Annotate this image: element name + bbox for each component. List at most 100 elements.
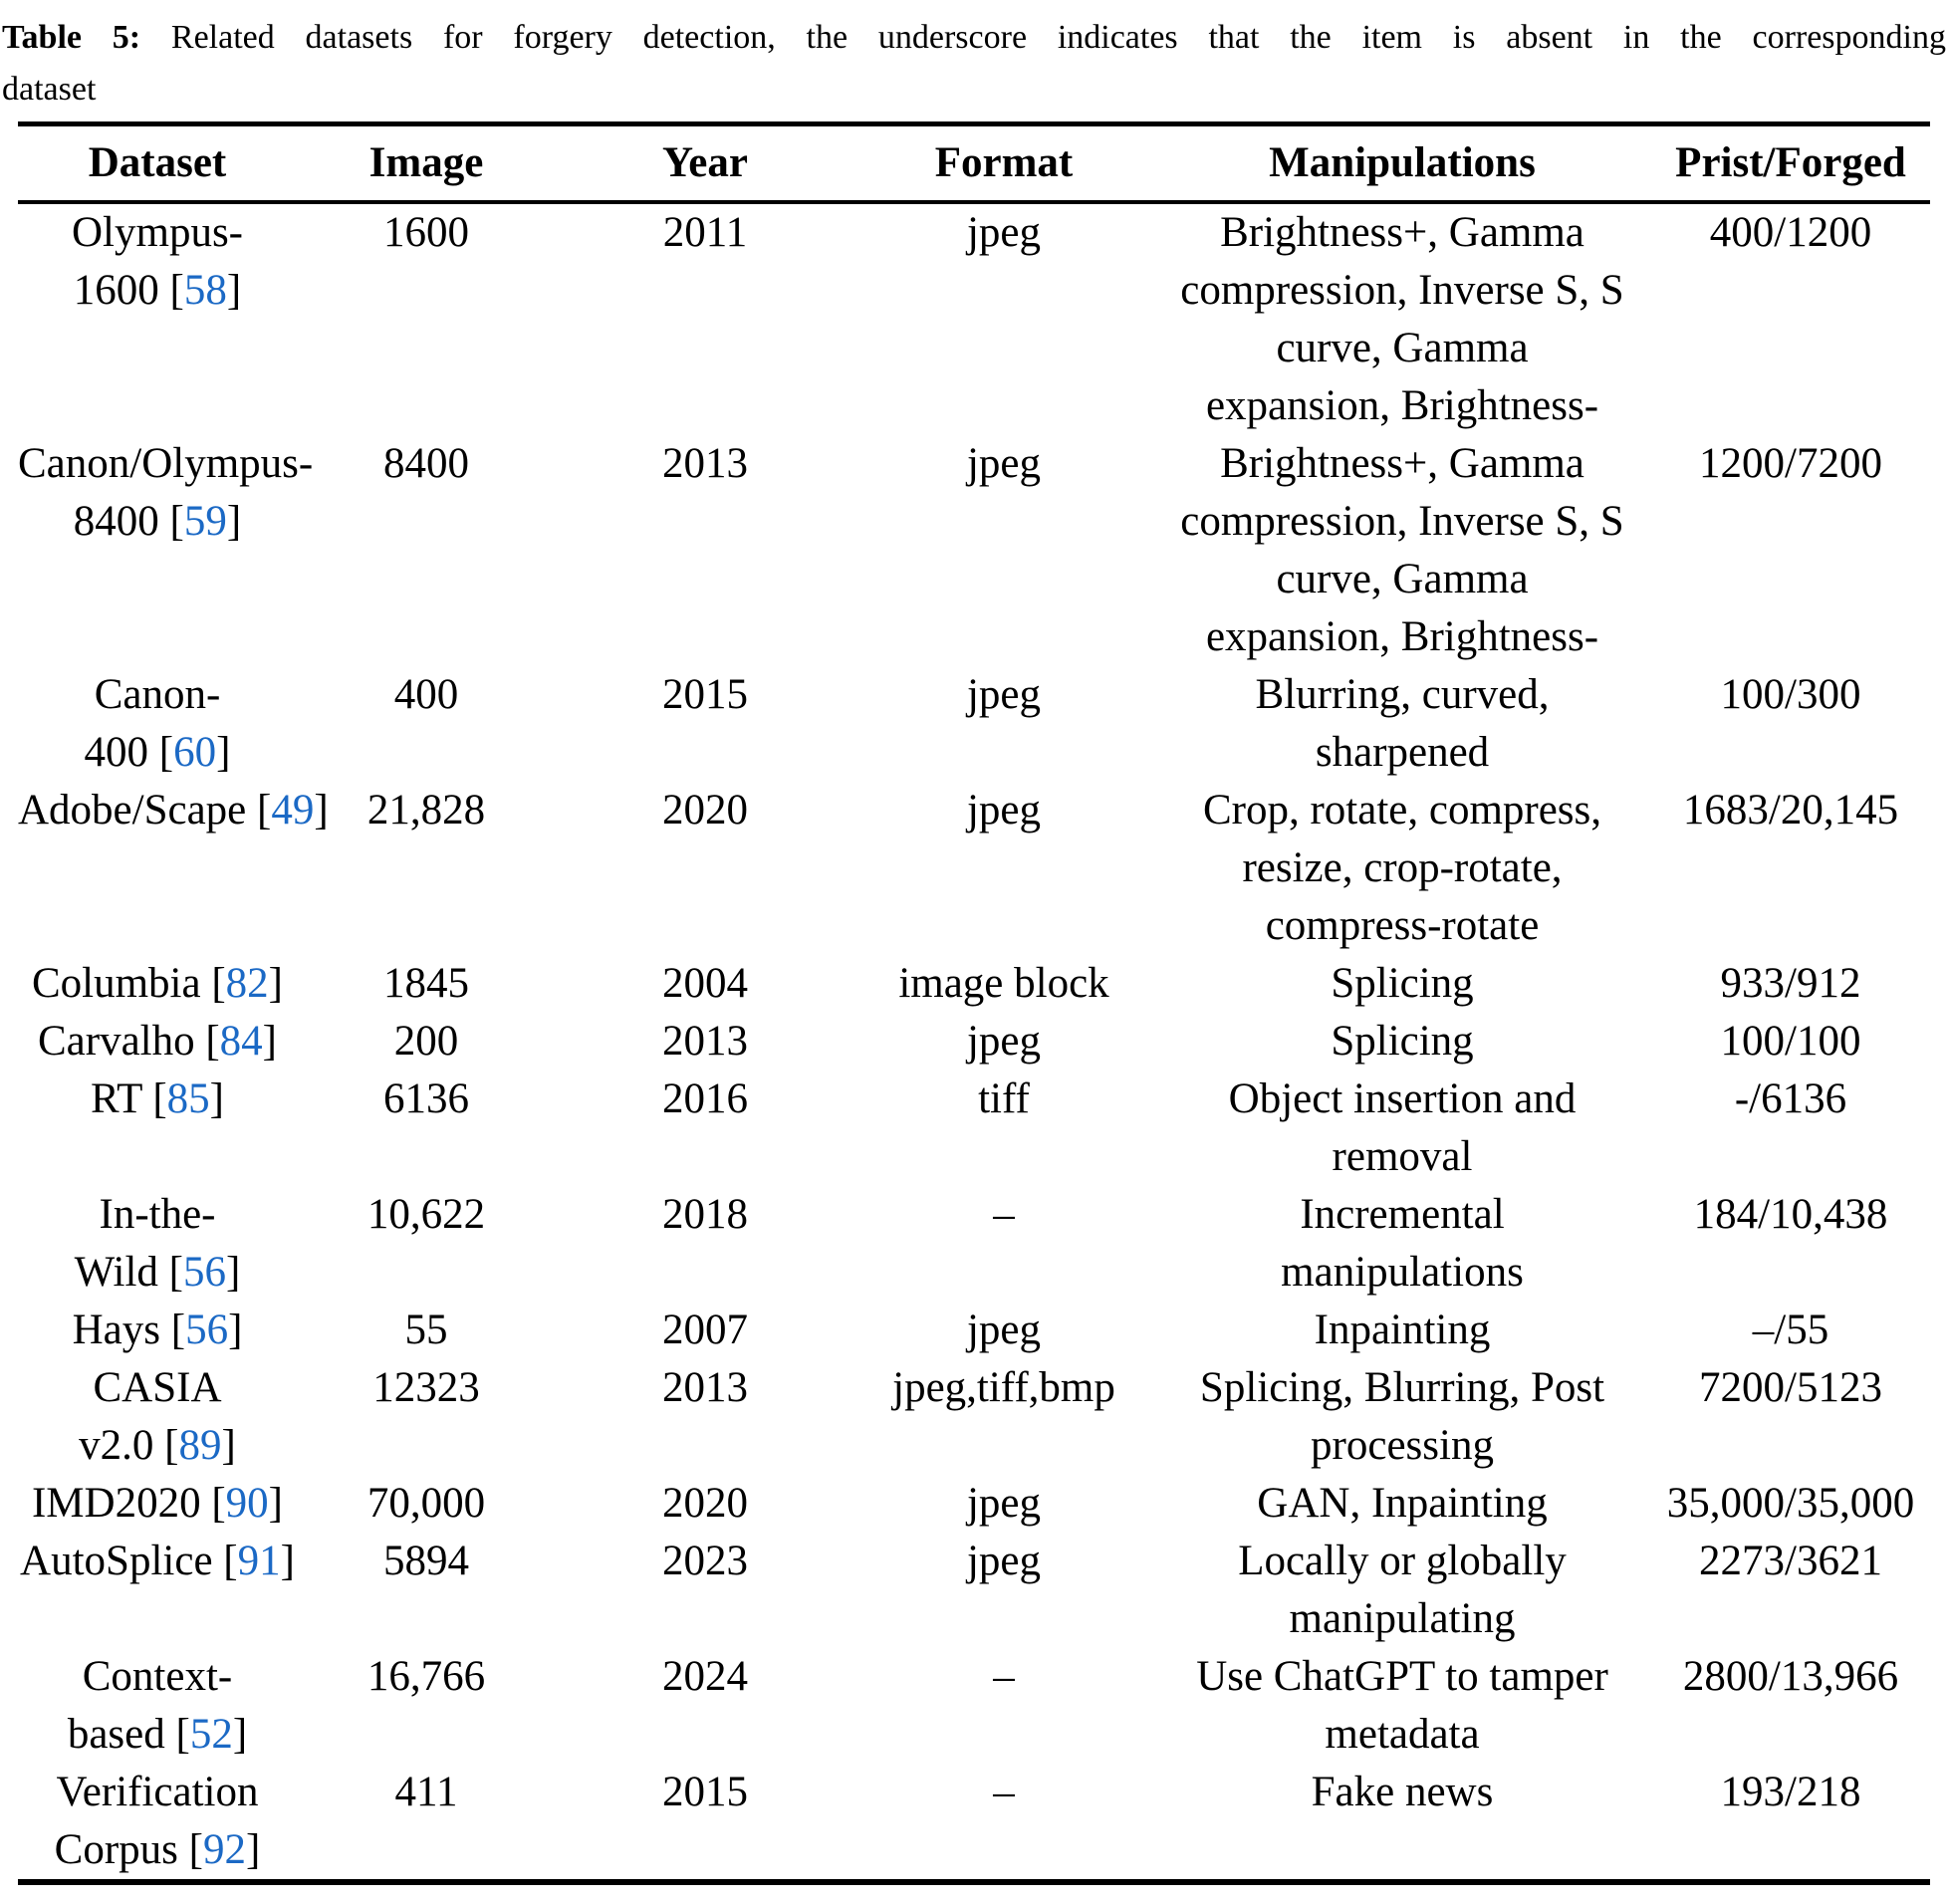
column-header-manipulations: Manipulations: [1269, 139, 1536, 186]
dataset-name: CASIA v2.0 [: [79, 1364, 222, 1469]
table-row: Columbia [82] 1845 2004 image block Spli…: [18, 955, 1930, 1013]
image-count-cell: 400: [393, 671, 459, 718]
format-cell: jpeg: [966, 1538, 1042, 1584]
image-count-cell: 12323: [372, 1364, 480, 1411]
table-body: Olympus- 1600 [58] 1600 2011 jpeg Bright…: [18, 204, 1930, 1879]
table-row: CASIA v2.0 [89] 12323 2013 jpeg,tiff,bmp…: [18, 1359, 1930, 1475]
dataset-name: Carvalho [: [37, 1018, 220, 1065]
caption-line-1: Table 5: Related datasets for forgery de…: [2, 12, 1946, 64]
table-row: Context- based [52] 16,766 2024 – Use Ch…: [18, 1648, 1930, 1764]
dataset-cell: Verification Corpus [92]: [18, 1764, 297, 1879]
year-cell: 2013: [662, 1364, 748, 1411]
year-cell: 2024: [662, 1653, 748, 1700]
citation-link[interactable]: 85: [166, 1075, 210, 1122]
table-row: Adobe/Scape [49] 21,828 2020 jpeg Crop, …: [18, 782, 1930, 955]
format-cell: tiff: [978, 1075, 1030, 1122]
citation-link[interactable]: 56: [183, 1249, 226, 1296]
format-cell: –: [993, 1191, 1015, 1238]
citation-bracket: ]: [209, 1075, 224, 1122]
year-cell: 2016: [662, 1075, 748, 1122]
citation-link[interactable]: 58: [183, 267, 227, 314]
dataset-name: In-the- Wild [: [74, 1191, 216, 1296]
manipulations-cell: Incremental manipulations: [1281, 1191, 1524, 1296]
image-count-cell: 21,828: [366, 787, 486, 833]
dataset-name: IMD2020 [: [31, 1480, 226, 1527]
year-cell: 2004: [662, 960, 748, 1007]
format-cell: jpeg: [966, 787, 1042, 833]
table-caption: Table 5: Related datasets for forgery de…: [2, 12, 1946, 116]
prist-forged-cell: -/6136: [1734, 1075, 1847, 1122]
citation-bracket: ]: [245, 1826, 261, 1873]
citation-bracket: ]: [226, 1249, 241, 1296]
table-header-row: Dataset Image Year Format Manipulations …: [18, 126, 1930, 204]
citation-bracket: ]: [226, 267, 242, 314]
year-cell: 2018: [662, 1191, 748, 1238]
dataset-cell: Canon/Olympus- 8400 [59]: [18, 435, 313, 666]
citation-bracket: ]: [226, 498, 242, 545]
dataset-name: Hays [: [72, 1307, 186, 1353]
image-count-cell: 6136: [383, 1075, 469, 1122]
manipulations-cell: GAN, Inpainting: [1257, 1480, 1548, 1527]
column-header-dataset: Dataset: [88, 139, 227, 186]
citation-link[interactable]: 60: [173, 729, 217, 776]
table-row: Canon- 400 [60] 400 2015 jpeg Blurring, …: [18, 666, 1930, 782]
citation-link[interactable]: 89: [178, 1422, 222, 1469]
table-row: In-the- Wild [56] 10,622 2018 – Incremen…: [18, 1186, 1930, 1302]
prist-forged-cell: 1683/20,145: [1682, 787, 1899, 833]
table-row: Hays [56] 55 2007 jpeg Inpainting –/55: [18, 1302, 1930, 1359]
image-count-cell: 70,000: [366, 1480, 486, 1527]
year-cell: 2020: [662, 1480, 748, 1527]
citation-bracket: ]: [280, 1538, 295, 1584]
format-cell: jpeg,tiff,bmp: [892, 1364, 1115, 1411]
citation-bracket: ]: [232, 1711, 248, 1758]
dataset-name: Adobe/Scape [: [18, 787, 272, 833]
format-cell: jpeg: [966, 1480, 1042, 1527]
citation-link[interactable]: 84: [219, 1018, 263, 1065]
year-cell: 2013: [662, 440, 748, 487]
prist-forged-cell: 35,000/35,000: [1666, 1480, 1915, 1527]
format-cell: jpeg: [966, 1018, 1042, 1065]
image-count-cell: 1845: [383, 960, 469, 1007]
column-header-image: Image: [368, 139, 484, 186]
prist-forged-cell: 7200/5123: [1699, 1364, 1882, 1411]
format-cell: jpeg: [966, 209, 1042, 256]
citation-link[interactable]: 56: [185, 1307, 229, 1353]
year-cell: 2015: [662, 671, 748, 718]
table-row: AutoSplice [91] 5894 2023 jpeg Locally o…: [18, 1533, 1930, 1648]
year-cell: 2011: [662, 209, 748, 256]
dataset-name: Context- based [: [67, 1653, 233, 1758]
manipulations-cell: Brightness+, Gamma compression, Inverse …: [1180, 440, 1624, 660]
dataset-name: Olympus- 1600 [: [72, 209, 243, 314]
citation-link[interactable]: 82: [225, 960, 269, 1007]
manipulations-cell: Object insertion and removal: [1228, 1075, 1577, 1180]
prist-forged-cell: 2273/3621: [1699, 1538, 1882, 1584]
image-count-cell: 16,766: [366, 1653, 486, 1700]
prist-forged-cell: 100/300: [1720, 671, 1861, 718]
manipulations-cell: Inpainting: [1314, 1307, 1491, 1353]
manipulations-cell: Crop, rotate, compress, resize, crop-rot…: [1202, 787, 1602, 949]
citation-link[interactable]: 49: [271, 787, 315, 833]
citation-link[interactable]: 91: [237, 1538, 281, 1584]
year-cell: 2013: [662, 1018, 748, 1065]
prist-forged-cell: 400/1200: [1709, 209, 1872, 256]
citation-link[interactable]: 90: [225, 1480, 269, 1527]
format-cell: –: [993, 1769, 1015, 1815]
citation-link[interactable]: 59: [183, 498, 227, 545]
dataset-cell: Context- based [52]: [18, 1648, 297, 1764]
manipulations-cell: Blurring, curved, sharpened: [1255, 671, 1550, 776]
image-count-cell: 55: [404, 1307, 448, 1353]
prist-forged-cell: 100/100: [1720, 1018, 1861, 1065]
prist-forged-cell: 193/218: [1720, 1769, 1861, 1815]
year-cell: 2023: [662, 1538, 748, 1584]
dataset-cell: Hays [56]: [18, 1302, 297, 1359]
image-count-cell: 8400: [383, 440, 469, 487]
dataset-cell: Carvalho [84]: [18, 1013, 297, 1071]
manipulations-cell: Splicing, Blurring, Post processing: [1199, 1364, 1605, 1469]
manipulations-cell: Splicing: [1331, 960, 1474, 1007]
citation-link[interactable]: 92: [202, 1826, 246, 1873]
dataset-name: Columbia [: [31, 960, 226, 1007]
citation-link[interactable]: 52: [189, 1711, 233, 1758]
datasets-table: Dataset Image Year Format Manipulations …: [18, 121, 1930, 1885]
format-cell: jpeg: [966, 440, 1042, 487]
prist-forged-cell: 933/912: [1720, 960, 1861, 1007]
